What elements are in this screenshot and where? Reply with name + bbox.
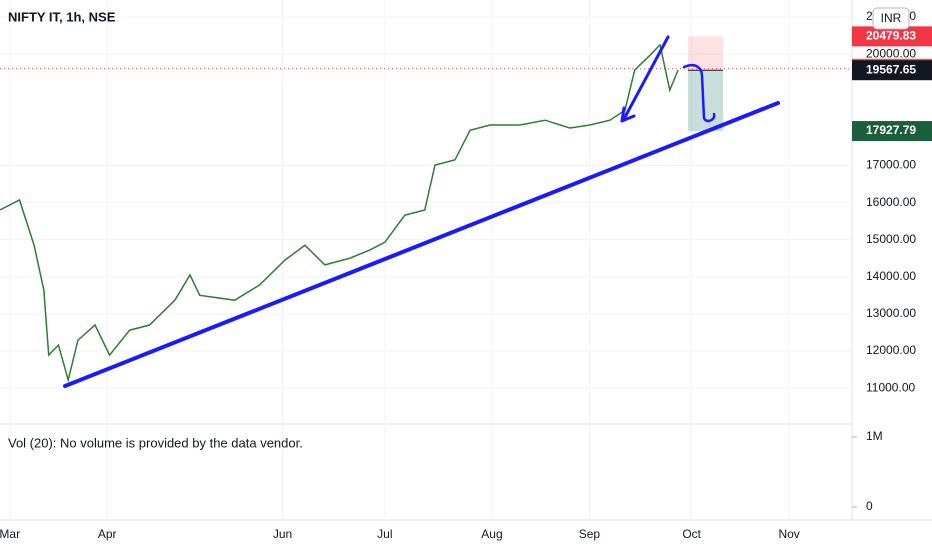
price-label: 17927.79 bbox=[866, 123, 916, 137]
arrow-line bbox=[622, 35, 670, 121]
currency-button[interactable] bbox=[872, 7, 910, 30]
x-tick-label: Mar bbox=[0, 527, 20, 541]
price-label-box bbox=[852, 26, 932, 47]
y-tick-label: 15000.00 bbox=[866, 232, 916, 246]
trend-line bbox=[63, 101, 780, 388]
price-label: 19567.65 bbox=[866, 62, 916, 76]
y-tick-label: 12000.00 bbox=[866, 343, 916, 357]
price-label-box bbox=[852, 121, 932, 142]
projection-arrow bbox=[682, 63, 716, 123]
price-label-box bbox=[852, 60, 932, 81]
currency-label[interactable]: INR bbox=[881, 11, 902, 25]
y-tick-label: 13000.00 bbox=[866, 306, 916, 320]
reward-box bbox=[688, 70, 723, 132]
drawings bbox=[63, 35, 780, 388]
y-tick-label: 16000.00 bbox=[866, 195, 916, 209]
y-tick-label: 20000.00 bbox=[866, 46, 916, 60]
volume-tick-label: 1M bbox=[866, 429, 883, 443]
arrow-head bbox=[620, 106, 636, 123]
x-tick-label: Oct bbox=[682, 527, 701, 541]
volume-tick-label: 0 bbox=[866, 499, 873, 513]
x-tick-label: Jul bbox=[377, 527, 392, 541]
price-label: 20479.83 bbox=[866, 29, 916, 43]
x-tick-label: Nov bbox=[778, 527, 799, 541]
x-tick-label: Aug bbox=[481, 527, 502, 541]
x-tick-label: Apr bbox=[98, 527, 117, 541]
chart-title: NIFTY IT, 1h, NSE bbox=[8, 9, 116, 24]
x-tick-label: Jun bbox=[273, 527, 292, 541]
y-tick-label: 11000.00 bbox=[866, 380, 915, 394]
plot-area bbox=[0, 0, 850, 520]
volume-note: Vol (20): No volume is provided by the d… bbox=[8, 435, 303, 450]
x-tick-label: Sep bbox=[579, 527, 601, 541]
y-tick-label: 14000.00 bbox=[866, 269, 916, 283]
price-line bbox=[0, 43, 679, 383]
y-tick-label: 17000.00 bbox=[866, 158, 916, 172]
